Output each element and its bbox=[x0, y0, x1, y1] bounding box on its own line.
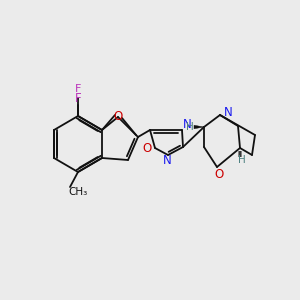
Text: F: F bbox=[75, 84, 81, 94]
Text: O: O bbox=[113, 110, 123, 124]
Text: N: N bbox=[224, 106, 232, 119]
Text: H: H bbox=[238, 155, 246, 165]
Text: N: N bbox=[163, 154, 171, 167]
Text: O: O bbox=[214, 169, 224, 182]
Text: N: N bbox=[183, 118, 191, 131]
Text: CH₃: CH₃ bbox=[68, 187, 88, 197]
Text: H: H bbox=[186, 122, 194, 132]
Polygon shape bbox=[194, 125, 204, 129]
Text: F: F bbox=[75, 92, 81, 104]
Text: O: O bbox=[142, 142, 152, 154]
